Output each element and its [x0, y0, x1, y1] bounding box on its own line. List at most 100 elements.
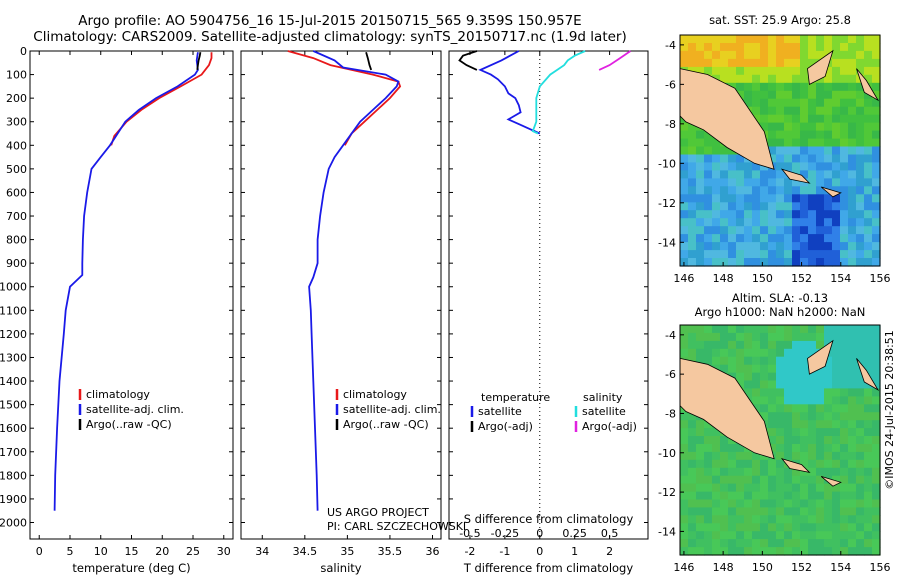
map-cell — [800, 380, 809, 389]
map-cell — [800, 242, 809, 251]
map-cell — [728, 325, 737, 334]
map-cell — [840, 483, 849, 493]
map-cell — [816, 106, 825, 116]
map-cell — [824, 523, 833, 532]
sst-map-title: sat. SST: 25.9 Argo: 25.8 — [709, 13, 851, 27]
map-cell — [816, 226, 825, 235]
map-cell — [808, 122, 817, 132]
map-cell — [744, 74, 753, 84]
map-cell — [752, 178, 761, 187]
map-cell — [864, 58, 873, 68]
map-cell — [856, 202, 865, 211]
map-cell — [848, 483, 857, 493]
map-cell — [696, 186, 705, 195]
map-cell — [752, 106, 761, 116]
map-cell — [744, 250, 753, 259]
map-cell — [720, 58, 729, 68]
map-cell — [832, 332, 841, 342]
map-cell — [784, 114, 793, 124]
map-cell — [808, 202, 817, 211]
map-cell — [824, 178, 833, 187]
map-cell — [872, 218, 881, 227]
y-tick-label: -6 — [665, 78, 676, 91]
map-cell — [864, 348, 873, 358]
map-cell — [744, 340, 753, 350]
series-line-argorawqc — [196, 52, 202, 71]
legend-entry: climatology — [86, 388, 150, 401]
map-cell — [816, 420, 825, 429]
map-cell — [856, 162, 865, 171]
map-cell — [776, 122, 785, 132]
map-cell — [840, 122, 849, 132]
map-cell — [840, 226, 849, 235]
map-cell — [848, 43, 857, 52]
map-cell — [720, 483, 729, 493]
map-cell — [776, 412, 785, 421]
map-cell — [864, 451, 873, 461]
map-cell — [712, 325, 721, 334]
map-cell — [696, 162, 705, 171]
map-cell — [696, 340, 705, 350]
map-cell — [736, 218, 745, 227]
map-cell — [800, 90, 809, 100]
map-cell — [704, 547, 713, 556]
map-cell — [752, 82, 761, 92]
map-cell — [840, 154, 849, 164]
map-cell — [832, 74, 841, 84]
legend-title-temperature: temperature — [481, 391, 550, 404]
map-cell — [856, 547, 865, 556]
map-cell — [800, 539, 809, 548]
map-cell — [720, 531, 729, 540]
map-cell — [704, 340, 713, 350]
x-tick-label: -2 — [464, 545, 475, 558]
map-cell — [768, 499, 777, 508]
map-cell — [832, 66, 841, 76]
map-cell — [792, 340, 801, 350]
map-cell — [792, 531, 801, 540]
map-cell — [736, 340, 745, 350]
map-cell — [784, 58, 793, 68]
map-cell — [816, 507, 825, 516]
map-cell — [784, 218, 793, 227]
map-cell — [792, 348, 801, 358]
map-cell — [744, 515, 753, 524]
map-cell — [736, 242, 745, 251]
map-cell — [712, 66, 721, 76]
map-cell — [744, 467, 753, 477]
map-cell — [736, 43, 745, 52]
map-cell — [720, 250, 729, 259]
map-cell — [736, 539, 745, 548]
map-cell — [816, 531, 825, 540]
map-cell — [824, 436, 833, 445]
map-cell — [856, 483, 865, 493]
map-cell — [720, 186, 729, 195]
map-cell — [792, 66, 801, 76]
map-cell — [872, 130, 881, 140]
map-cell — [760, 372, 769, 382]
map-cell — [768, 364, 777, 374]
map-cell — [712, 436, 721, 445]
s-tick-label: -0.5 — [459, 527, 480, 540]
map-cell — [816, 186, 825, 195]
map-cell — [696, 436, 705, 445]
map-cell — [680, 122, 689, 132]
map-cell — [856, 66, 865, 76]
map-cell — [768, 250, 777, 259]
x-tick-label: 148 — [713, 561, 734, 574]
map-cell — [832, 444, 841, 453]
map-cell — [872, 242, 881, 251]
map-cell — [848, 515, 857, 524]
map-cell — [744, 491, 753, 501]
x-tick-label: -1 — [499, 545, 510, 558]
map-cell — [688, 515, 697, 524]
map-cell — [744, 356, 753, 366]
map-cell — [832, 412, 841, 421]
y-tick-label: 1300 — [0, 351, 27, 364]
map-cell — [688, 170, 697, 179]
map-cell — [704, 258, 713, 267]
s-tick-label: 0 — [536, 527, 543, 540]
map-cell — [864, 515, 873, 524]
map-cell — [720, 356, 729, 366]
map-cell — [736, 154, 745, 164]
map-cell — [848, 404, 857, 413]
